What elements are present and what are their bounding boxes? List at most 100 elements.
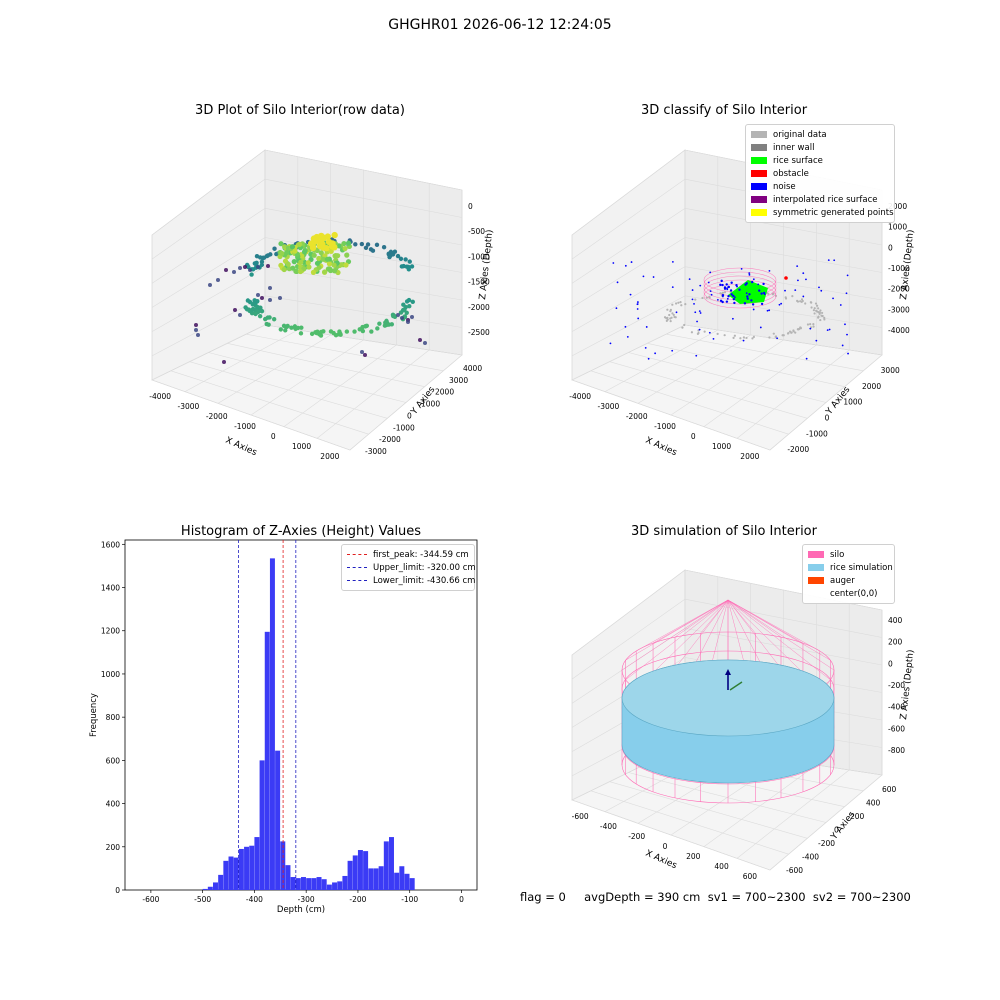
z-tick-label: -4000 xyxy=(888,326,910,335)
data-point xyxy=(316,255,322,262)
data-point xyxy=(289,325,294,330)
data-point xyxy=(395,253,401,259)
data-point xyxy=(352,329,357,334)
noise-point xyxy=(729,289,733,292)
histogram-bar xyxy=(337,881,343,890)
original-data-point xyxy=(701,296,704,300)
data-point xyxy=(363,323,369,329)
histogram-bar xyxy=(207,886,213,890)
original-data-point xyxy=(818,311,821,315)
original-data-point xyxy=(751,337,754,340)
data-point xyxy=(265,315,271,320)
noise-point xyxy=(746,295,749,298)
data-point xyxy=(250,306,256,312)
figure-title: GHGHR01 2026-06-12 12:24:05 xyxy=(388,17,612,33)
y-tick-label: 200 xyxy=(106,843,121,852)
original-data-point xyxy=(732,336,735,339)
histogram-bar xyxy=(259,760,265,890)
data-point xyxy=(299,253,305,259)
x-tick-label: -4000 xyxy=(569,392,591,401)
data-point xyxy=(318,250,324,256)
noise-point xyxy=(693,302,695,305)
z-tick-label: -2500 xyxy=(468,328,490,337)
z-tick-label: -800 xyxy=(888,746,905,755)
noise-point xyxy=(609,342,612,345)
data-point xyxy=(392,249,398,254)
noise-point xyxy=(738,288,741,291)
data-point xyxy=(316,264,322,271)
z-tick-label: -600 xyxy=(888,724,905,733)
noise-point xyxy=(736,285,738,288)
noise-point xyxy=(720,279,723,283)
raw-scatter-3d: -4000 -3000 -2000 -1000 0 1000 2000 -3000 -2000… xyxy=(149,149,495,461)
histogram-bar xyxy=(363,851,369,890)
original-data-point xyxy=(819,309,822,312)
original-data-point xyxy=(684,303,687,306)
data-point xyxy=(309,331,315,337)
panel3-title: Histogram of Z-Axies (Height) Values xyxy=(180,524,422,539)
noise-point xyxy=(751,303,755,306)
original-data-point xyxy=(666,318,669,321)
noise-point xyxy=(691,289,694,291)
noise-point xyxy=(732,297,736,301)
legend-label: original data xyxy=(773,129,827,140)
original-data-point xyxy=(716,332,719,335)
histogram-bar xyxy=(389,837,394,890)
rice-simulation-surface xyxy=(621,659,835,737)
data-point xyxy=(359,241,365,247)
histogram-bar xyxy=(233,857,239,890)
data-point xyxy=(278,296,282,300)
data-point xyxy=(278,241,284,247)
data-point xyxy=(326,261,333,267)
original-data-point xyxy=(677,301,680,304)
x-tick-label: -200 xyxy=(628,832,645,841)
noise-point xyxy=(730,281,733,284)
y-tick-label: 800 xyxy=(106,713,121,722)
data-point xyxy=(406,264,411,270)
noise-point xyxy=(745,292,748,295)
data-point xyxy=(374,242,380,248)
noise-point xyxy=(846,274,849,277)
data-point xyxy=(343,262,349,268)
original-data-point xyxy=(799,300,802,303)
data-point xyxy=(301,249,308,255)
original-data-point xyxy=(681,326,684,329)
histogram-bar xyxy=(218,874,224,890)
x-tick-label: 2000 xyxy=(320,452,339,461)
noise-point xyxy=(778,303,781,306)
data-point xyxy=(319,329,324,335)
data-point xyxy=(406,297,412,303)
noise-point xyxy=(847,352,849,355)
data-point xyxy=(297,268,304,275)
histogram-bar xyxy=(311,878,317,890)
y-tick-label: 2000 xyxy=(435,388,454,397)
legend-entry: center(0,0) xyxy=(808,587,889,600)
data-point xyxy=(329,240,336,247)
legend-swatch xyxy=(751,209,767,216)
noise-point xyxy=(671,286,674,289)
original-data-point xyxy=(791,294,794,298)
y-tick-label: 1000 xyxy=(421,400,440,409)
noise-point xyxy=(748,273,751,276)
z-tick-label: -200 xyxy=(888,681,905,690)
data-point xyxy=(324,233,331,240)
original-data-point xyxy=(670,316,673,319)
simulation-legend: silo rice simulation auger center(0,0) xyxy=(802,544,895,604)
x-tick-label: 0 xyxy=(691,432,696,441)
data-point xyxy=(299,325,304,330)
histogram-bar xyxy=(295,878,301,890)
noise-point xyxy=(712,338,715,340)
silo-roof-line xyxy=(727,599,831,661)
noise-point xyxy=(709,290,712,293)
histogram-bar xyxy=(223,860,229,890)
histogram-bar xyxy=(383,841,389,890)
data-point xyxy=(259,259,265,264)
data-point xyxy=(260,296,264,300)
original-data-point xyxy=(810,306,813,309)
original-data-point xyxy=(671,312,674,315)
data-point xyxy=(353,242,358,247)
data-point xyxy=(243,305,248,310)
original-data-point xyxy=(817,307,820,310)
data-point xyxy=(383,320,388,325)
